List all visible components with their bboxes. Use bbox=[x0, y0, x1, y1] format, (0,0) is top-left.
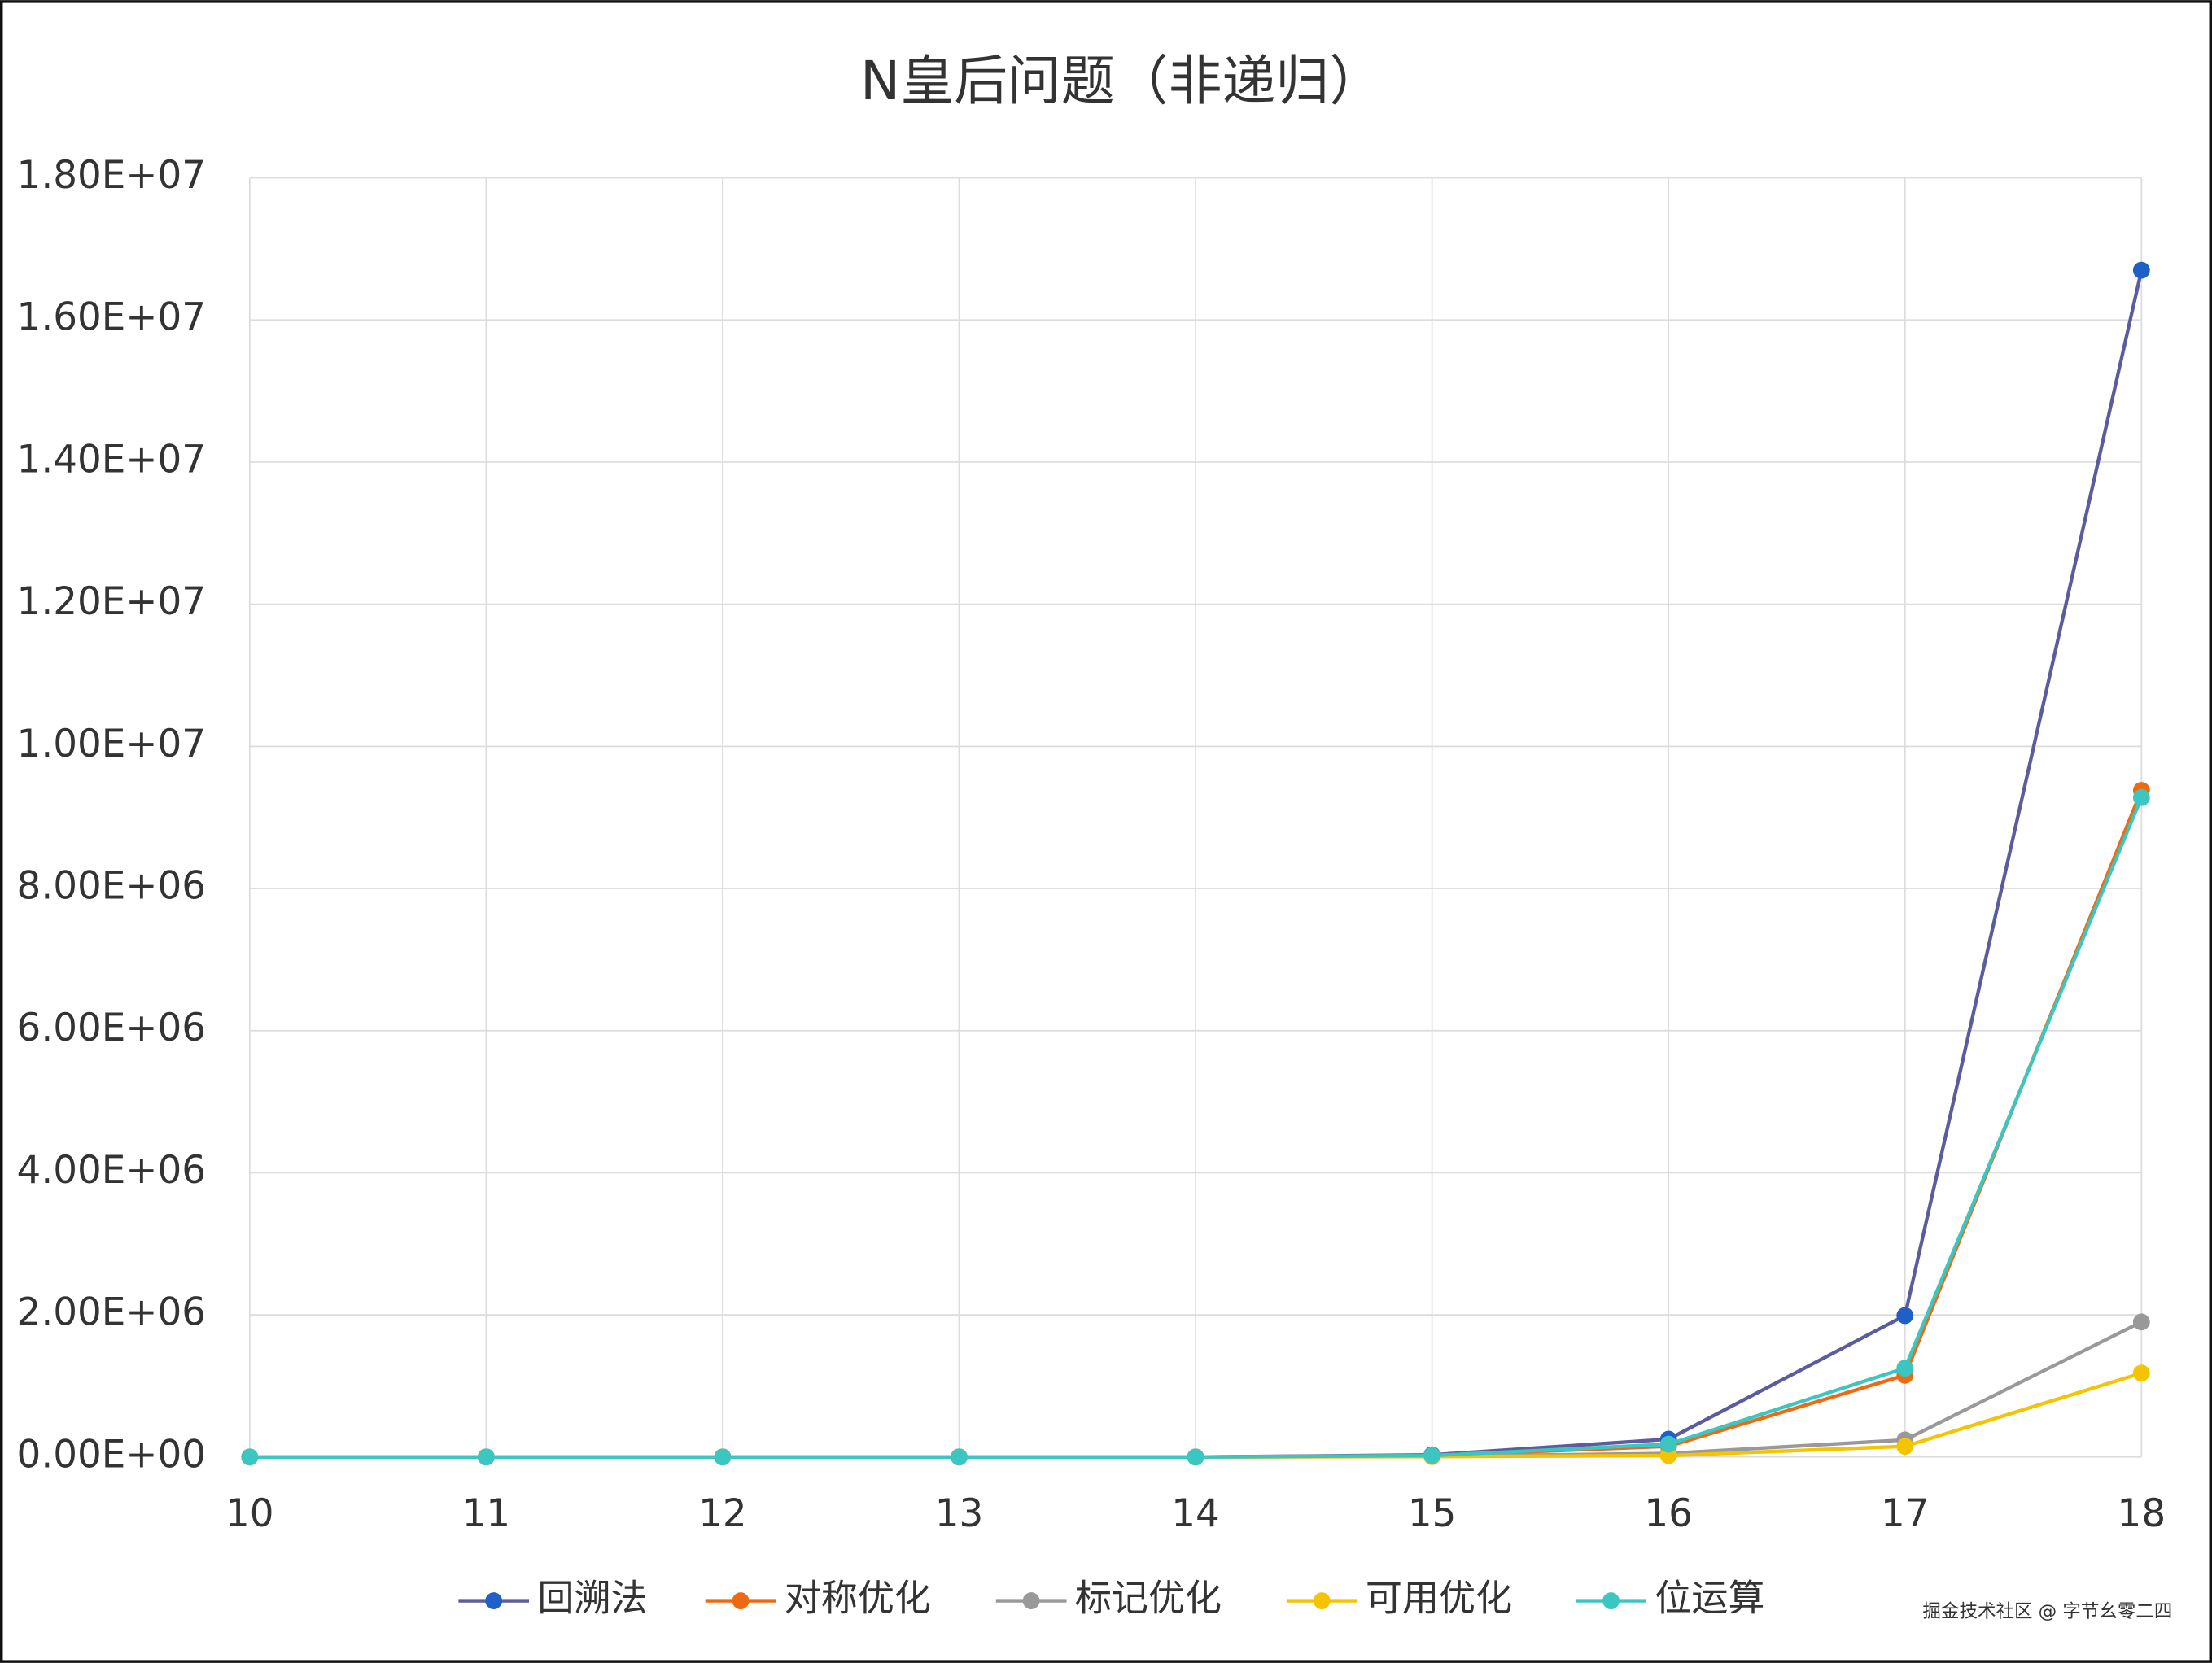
y-tick-label: 1.40E+07 bbox=[17, 438, 207, 482]
legend-label: 对称优化 bbox=[785, 1577, 931, 1620]
data-point bbox=[714, 1448, 732, 1466]
y-tick-label: 1.20E+07 bbox=[17, 580, 207, 624]
y-tick-label: 6.00E+06 bbox=[17, 1006, 207, 1050]
legend-marker bbox=[732, 1592, 750, 1609]
watermark: 掘金技术社区 @ 字节幺零二四 bbox=[1922, 1601, 2172, 1622]
y-tick-label: 4.00E+06 bbox=[17, 1149, 207, 1193]
x-tick-label: 15 bbox=[1408, 1492, 1457, 1536]
y-tick-label: 1.00E+07 bbox=[17, 722, 207, 766]
y-tick-label: 2.00E+06 bbox=[17, 1291, 207, 1335]
legend-label: 可用优化 bbox=[1366, 1577, 1512, 1620]
legend-marker bbox=[485, 1592, 503, 1609]
chart-title: N皇后问题（非递归） bbox=[860, 50, 1383, 112]
legend-marker bbox=[1022, 1592, 1040, 1609]
legend-marker bbox=[1602, 1592, 1620, 1609]
legend-label: 回溯法 bbox=[537, 1577, 647, 1620]
x-tick-label: 14 bbox=[1171, 1492, 1220, 1536]
data-point bbox=[477, 1448, 495, 1466]
x-tick-label: 13 bbox=[935, 1492, 984, 1536]
x-tick-label: 16 bbox=[1644, 1492, 1693, 1536]
x-tick-label: 12 bbox=[698, 1492, 747, 1536]
data-point bbox=[1187, 1448, 1204, 1466]
data-point bbox=[951, 1448, 968, 1466]
data-point bbox=[1659, 1435, 1677, 1453]
y-tick-label: 8.00E+06 bbox=[17, 865, 207, 909]
data-point bbox=[1896, 1360, 1914, 1377]
data-point bbox=[1896, 1438, 1914, 1456]
data-point bbox=[2132, 1313, 2150, 1331]
legend-label: 标记优化 bbox=[1075, 1577, 1222, 1620]
data-point bbox=[1423, 1447, 1441, 1464]
x-tick-label: 11 bbox=[462, 1492, 511, 1536]
data-point bbox=[1896, 1307, 1914, 1325]
x-tick-label: 17 bbox=[1881, 1492, 1930, 1536]
x-tick-label: 18 bbox=[2118, 1492, 2166, 1536]
legend-label: 位运算 bbox=[1655, 1577, 1764, 1620]
data-point bbox=[241, 1448, 259, 1466]
y-tick-label: 0.00E+00 bbox=[17, 1433, 207, 1477]
x-tick-label: 10 bbox=[225, 1492, 274, 1536]
data-point bbox=[2132, 261, 2150, 279]
y-tick-label: 1.60E+07 bbox=[17, 296, 207, 340]
legend-marker bbox=[1313, 1592, 1331, 1609]
data-point bbox=[2132, 788, 2150, 806]
y-tick-label: 1.80E+07 bbox=[17, 154, 207, 198]
data-point bbox=[2132, 1364, 2150, 1382]
